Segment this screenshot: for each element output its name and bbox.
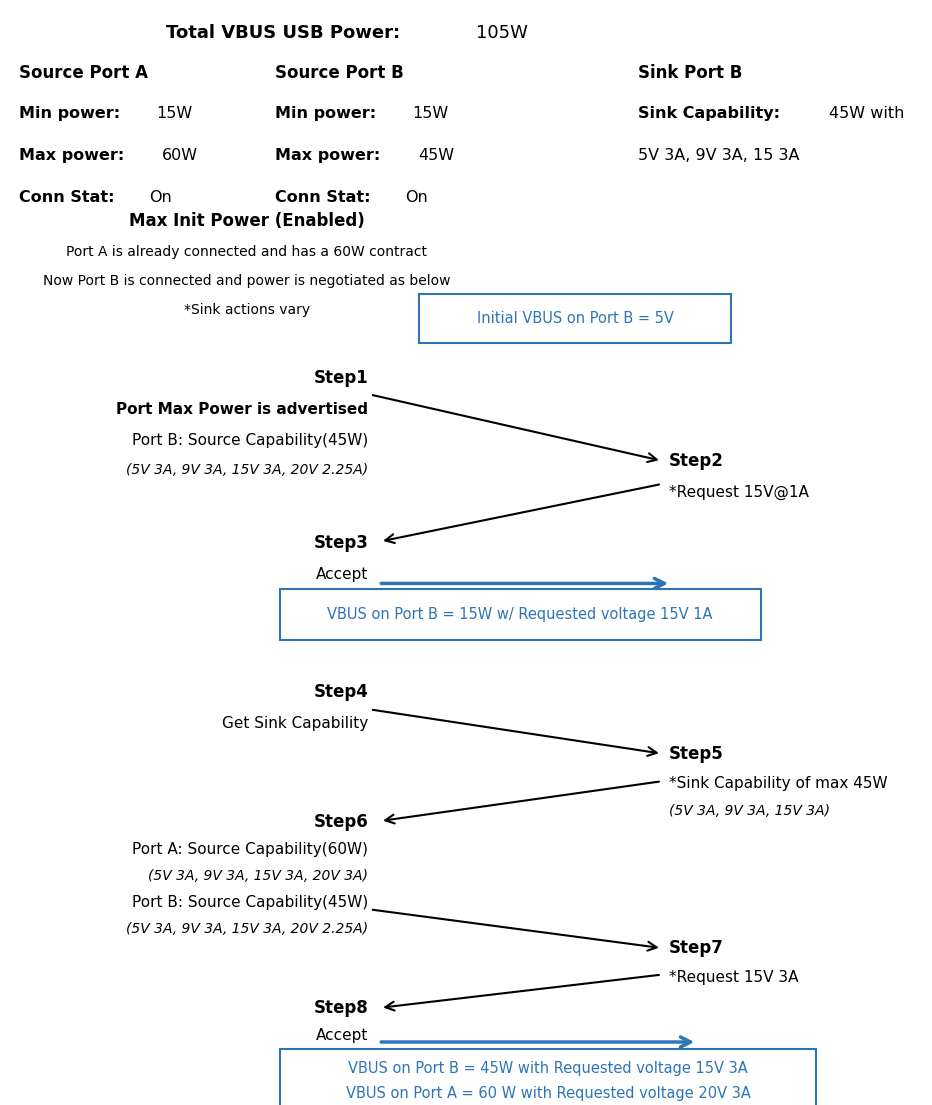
Text: VBUS on Port B = 15W w/ Requested voltage 15V 1A: VBUS on Port B = 15W w/ Requested voltag…: [327, 607, 713, 622]
Text: Sink Capability:: Sink Capability:: [638, 106, 786, 122]
Text: Initial VBUS on Port B = 5V: Initial VBUS on Port B = 5V: [476, 311, 674, 326]
Text: *Sink Capability of max 45W: *Sink Capability of max 45W: [669, 776, 888, 791]
Text: Sink Port B: Sink Port B: [638, 64, 743, 82]
Text: On: On: [149, 190, 171, 206]
Text: (5V 3A, 9V 3A, 15V 3A): (5V 3A, 9V 3A, 15V 3A): [669, 804, 830, 819]
Text: Step3: Step3: [313, 534, 368, 551]
Text: Port B: Source Capability(45W): Port B: Source Capability(45W): [132, 895, 368, 911]
Text: Port A is already connected and has a 60W contract: Port A is already connected and has a 60…: [66, 245, 428, 260]
Text: Min power:: Min power:: [19, 106, 126, 122]
Text: 15W: 15W: [413, 106, 449, 122]
FancyBboxPatch shape: [280, 589, 761, 640]
Text: *Request 15V 3A: *Request 15V 3A: [669, 970, 799, 986]
Text: *Request 15V@1A: *Request 15V@1A: [669, 485, 809, 501]
Text: Max power:: Max power:: [19, 148, 130, 164]
Text: Source Port B: Source Port B: [275, 64, 404, 82]
Text: Now Port B is connected and power is negotiated as below: Now Port B is connected and power is neg…: [43, 274, 451, 288]
Text: 45W: 45W: [418, 148, 454, 164]
Text: 45W with: 45W with: [829, 106, 904, 122]
Text: Step4: Step4: [313, 683, 368, 701]
Text: Step5: Step5: [669, 745, 724, 762]
Text: Conn Stat:: Conn Stat:: [275, 190, 377, 206]
Text: Accept: Accept: [316, 1028, 368, 1043]
Text: Port A: Source Capability(60W): Port A: Source Capability(60W): [132, 842, 368, 857]
Text: Step6: Step6: [313, 813, 368, 831]
Text: 60W: 60W: [162, 148, 198, 164]
Text: 15W: 15W: [157, 106, 193, 122]
Text: Total VBUS USB Power:: Total VBUS USB Power:: [166, 24, 406, 42]
Text: Conn Stat:: Conn Stat:: [19, 190, 120, 206]
Text: 5V 3A, 9V 3A, 15 3A: 5V 3A, 9V 3A, 15 3A: [638, 148, 800, 164]
FancyBboxPatch shape: [280, 1049, 816, 1105]
Text: 105W: 105W: [475, 24, 528, 42]
Text: VBUS on Port B = 45W with Requested voltage 15V 3A: VBUS on Port B = 45W with Requested volt…: [349, 1061, 747, 1075]
Text: (5V 3A, 9V 3A, 15V 3A, 20V 2.25A): (5V 3A, 9V 3A, 15V 3A, 20V 2.25A): [126, 463, 368, 477]
Text: Min power:: Min power:: [275, 106, 382, 122]
Text: (5V 3A, 9V 3A, 15V 3A, 20V 2.25A): (5V 3A, 9V 3A, 15V 3A, 20V 2.25A): [126, 922, 368, 936]
Text: Port B: Source Capability(45W): Port B: Source Capability(45W): [132, 433, 368, 449]
Text: Step8: Step8: [313, 999, 368, 1017]
Text: VBUS on Port A = 60 W with Requested voltage 20V 3A: VBUS on Port A = 60 W with Requested vol…: [346, 1086, 750, 1101]
Text: Max power:: Max power:: [275, 148, 386, 164]
Text: (5V 3A, 9V 3A, 15V 3A, 20V 3A): (5V 3A, 9V 3A, 15V 3A, 20V 3A): [148, 869, 368, 883]
Text: Step2: Step2: [669, 452, 724, 470]
Text: Port Max Power is advertised: Port Max Power is advertised: [116, 402, 368, 418]
Text: Step7: Step7: [669, 939, 724, 957]
Text: *Sink actions vary: *Sink actions vary: [184, 303, 310, 317]
Text: Max Init Power (Enabled): Max Init Power (Enabled): [130, 212, 364, 230]
Text: Step1: Step1: [313, 369, 368, 387]
FancyBboxPatch shape: [419, 294, 731, 343]
Text: Source Port A: Source Port A: [19, 64, 147, 82]
Text: Get Sink Capability: Get Sink Capability: [222, 716, 368, 732]
Text: On: On: [405, 190, 428, 206]
Text: Accept: Accept: [316, 567, 368, 582]
